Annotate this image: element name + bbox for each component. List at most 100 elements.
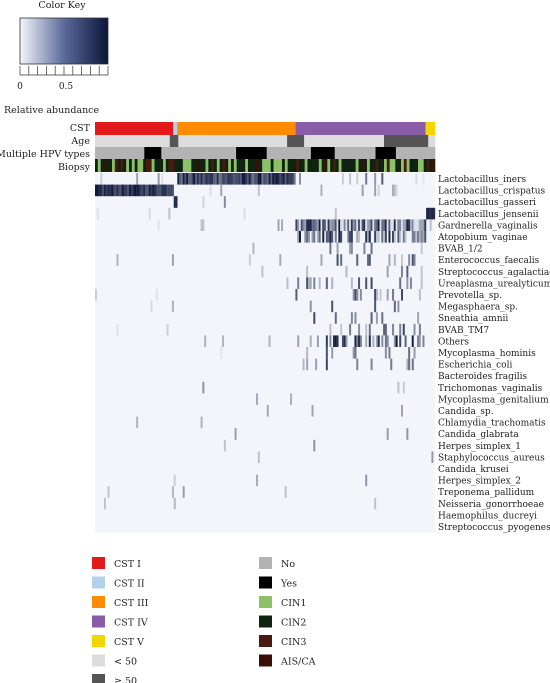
heatmap-cell [409,219,412,231]
heatmap-cell [374,173,377,185]
heatmap-cell [356,358,359,371]
age-track-segment [428,135,436,147]
legend-label: CST III [114,598,149,609]
heatmap-cell [284,173,287,185]
heatmap-cell [227,173,230,185]
heatmap-cell [148,207,151,220]
heatmap-cell [370,358,373,371]
heatmap-cell [134,184,137,197]
heatmap-cell [384,231,387,243]
heatmap-cell [259,173,262,185]
heatmap-cell [299,231,301,243]
biopsy-track-segment [211,159,215,172]
heatmap-cell [179,173,182,185]
biopsy-track-segment [256,159,260,172]
legend-label: AIS/CA [280,657,316,668]
row-label: Gardnerella_vaginalis [438,221,538,231]
heatmap-cell [154,184,157,197]
heatmap-cell [322,231,325,243]
biopsy-track-segment [265,159,269,172]
heatmap-cell [290,393,293,405]
heatmap-cell [352,347,355,359]
heatmap-cell [220,173,223,185]
biopsy-track-segment [330,159,334,172]
heatmap-cell [418,231,421,243]
heatmap-cell [361,219,364,231]
biopsy-track-segment [95,159,99,172]
heatmap-cell [168,207,171,220]
heatmap-cell [354,219,357,231]
biopsy-track-segment [418,159,422,172]
heatmap-cell [182,486,185,498]
heatmap-cell [392,323,395,336]
heatmap-cell [354,347,357,359]
biopsy-track-segment [97,159,101,172]
hpv-track-segment [144,147,162,159]
heatmap-cell [313,439,316,452]
biopsy-track-segment [293,159,297,172]
heatmap-cell [411,335,414,347]
heatmap-cell [173,497,176,510]
heatmap-cell [272,173,275,185]
heatmap-cell [340,219,343,231]
heatmap-cell [218,173,221,185]
heatmap-cell [270,173,273,185]
heatmap-cell [216,173,219,185]
heatmap-cell [220,184,223,197]
heatmap-cell [415,231,418,243]
heatmap-cell [256,173,259,185]
heatmap-cell [141,184,144,197]
heatmap-cell [422,231,425,243]
color-key-tick-0-5: 0.5 [59,82,74,92]
heatmap-cell [420,277,423,289]
heatmap-cell [114,184,117,197]
heatmap-cell [195,173,198,185]
biopsy-track-segment [177,159,181,172]
biopsy-track-segment [338,159,342,172]
biopsy-track-segment [364,159,368,172]
heatmap-cell [377,219,380,231]
legend-swatch [259,654,272,667]
heatmap-cell [365,335,368,347]
biopsy-track-segment [344,159,348,172]
heatmap-cell [420,265,423,278]
heatmap-cell [395,184,398,197]
heatmap-cell [288,173,291,185]
track-label-cst: CST [70,123,91,134]
biopsy-track-segment [137,159,141,172]
heatmap-cell [406,219,409,231]
heatmap-cell [222,335,225,347]
biopsy-track-segment [222,159,226,172]
heatmap-cell [359,335,362,347]
heatmap-cell [127,184,130,197]
age-track-segment [95,135,171,147]
biopsy-track-segment [191,159,195,172]
heatmap-cell [393,231,396,243]
biopsy-track-segment [403,159,407,172]
biopsy-track-segment [350,159,354,172]
track-label-biopsy: Biopsy [58,162,91,173]
heatmap-cell [157,219,160,231]
heatmap-cell [374,219,377,231]
heatmap-cell [368,335,371,347]
biopsy-track-segment [171,159,175,172]
heatmap-cell [365,231,368,243]
heatmap-cell [247,173,250,185]
biopsy-track-segment [199,159,203,172]
heatmap-cell [198,173,201,185]
heatmap-cell [307,231,310,243]
row-label: Megasphaera_sp. [438,303,518,313]
heatmap-cell [102,184,105,197]
legend-label: ≥ 50 [114,676,137,683]
biopsy-track-segment [197,159,201,172]
heatmap-cell [297,231,300,243]
biopsy-track-segment [120,159,124,172]
row-label: Haemophilus_ducreyi [438,511,537,521]
heatmap-cell [356,219,359,231]
heatmap-cell [359,219,362,231]
heatmap-cell [345,219,348,231]
heatmap-cell [130,184,133,197]
heatmap-cell [256,474,259,487]
heatmap-cell [232,173,235,185]
biopsy-track-segment [216,159,220,172]
